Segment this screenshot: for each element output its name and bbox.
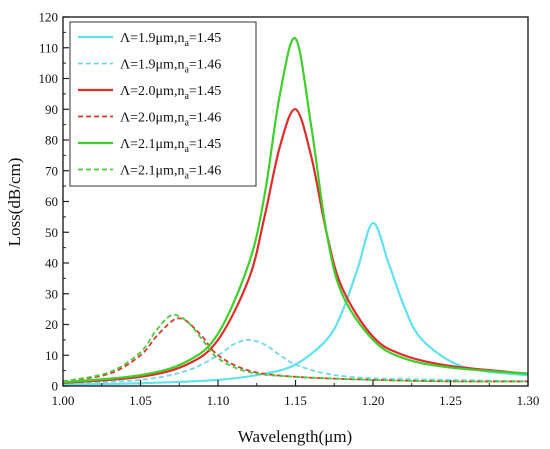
series-line-6: [62, 314, 529, 383]
y-tick-label-10: 100: [39, 71, 59, 86]
legend: Λ=1.9μm,na=1.45 Λ=1.9μm,na=1.46 Λ=2.0μm,na…: [69, 21, 257, 187]
y-tick-label-8: 80: [45, 133, 58, 148]
y-tick-label-2: 20: [45, 317, 58, 332]
x-tick-label-2: 1.10: [207, 393, 230, 408]
legend-label-2: Λ=1.9μm,na=1.46: [120, 58, 221, 76]
series-line-5: [62, 37, 529, 384]
y-tick-label-1: 10: [45, 348, 58, 363]
y-tick-label-11: 110: [39, 40, 58, 55]
y-tick-label-4: 40: [45, 256, 58, 271]
x-axis-ticks: 1.00 1.05 1.10 1.15 1.20 1.25 1.30: [52, 380, 540, 408]
x-axis-title: Wavelength(μm): [238, 427, 352, 446]
x-tick-label-0: 1.00: [52, 393, 75, 408]
y-tick-label-7: 70: [45, 163, 58, 178]
series-line-1: [62, 221, 529, 386]
y-tick-label-9: 90: [45, 102, 58, 117]
series-line-4: [62, 317, 529, 383]
series-line-2: [62, 338, 529, 385]
x-tick-label-6: 1.30: [517, 393, 540, 408]
legend-box: [69, 21, 257, 187]
y-axis-title: Loss(dB/cm): [5, 158, 24, 247]
x-tick-label-5: 1.25: [439, 393, 462, 408]
y-tick-label-6: 60: [45, 194, 58, 209]
legend-label-4: Λ=2.0μm,na=1.46: [120, 111, 221, 129]
y-tick-label-5: 50: [45, 225, 58, 240]
y-axis-ticks: 0 10 20 30 40 50 60 70 80 90 100 110 120: [39, 10, 69, 394]
legend-label-1: Λ=1.9μm,na=1.45: [120, 31, 221, 49]
y-tick-label-12: 120: [39, 10, 59, 25]
legend-label-6: Λ=2.1μm,na=1.46: [120, 164, 221, 182]
x-tick-label-4: 1.20: [362, 393, 385, 408]
series-line-3: [62, 108, 529, 385]
y-tick-label-0: 0: [52, 379, 59, 394]
y-tick-label-3: 30: [45, 286, 58, 301]
legend-label-5: Λ=2.1μm,na=1.45: [120, 137, 221, 155]
legend-label-3: Λ=2.0μm,na=1.45: [120, 84, 221, 102]
series-lines: [62, 37, 529, 386]
x-tick-label-3: 1.15: [284, 393, 307, 408]
x-tick-label-1: 1.05: [129, 393, 152, 408]
